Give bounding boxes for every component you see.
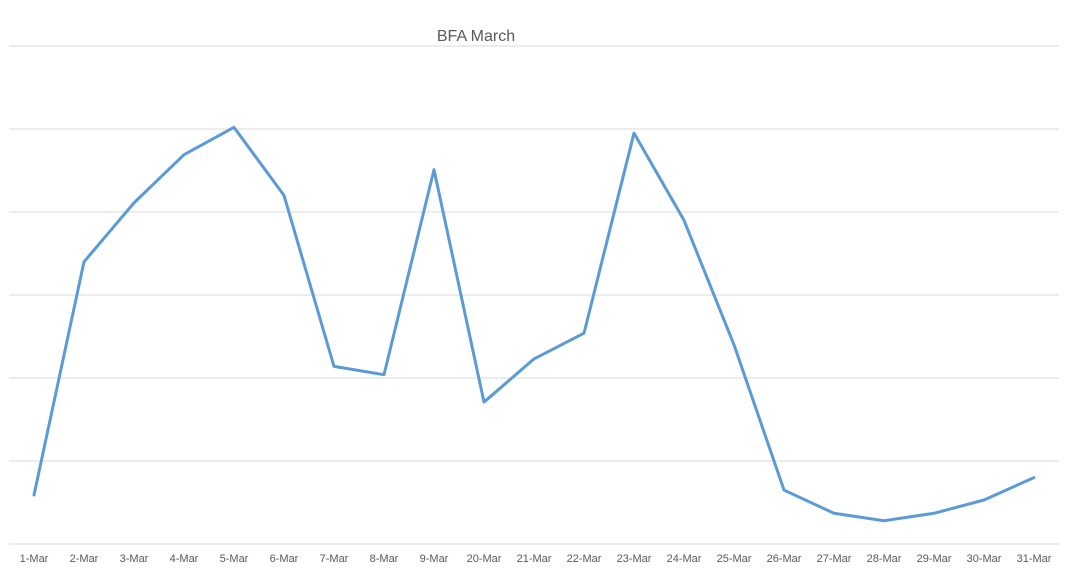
chart-title: BFA March: [437, 28, 515, 45]
x-tick-label: 7-Mar: [320, 553, 349, 565]
x-tick-label: 30-Mar: [967, 553, 1002, 565]
x-tick-label: 21-Mar: [517, 553, 552, 565]
x-tick-label: 29-Mar: [917, 553, 952, 565]
x-tick-label: 20-Mar: [467, 553, 502, 565]
x-tick-label: 3-Mar: [120, 553, 149, 565]
x-tick-label: 26-Mar: [767, 553, 802, 565]
x-tick-label: 9-Mar: [420, 553, 449, 565]
x-tick-label: 5-Mar: [220, 553, 249, 565]
x-tick-label: 23-Mar: [617, 553, 652, 565]
x-tick-label: 1-Mar: [20, 553, 49, 565]
x-tick-label: 24-Mar: [667, 553, 702, 565]
x-tick-label: 6-Mar: [270, 553, 299, 565]
x-tick-label: 4-Mar: [170, 553, 199, 565]
x-tick-label: 27-Mar: [817, 553, 852, 565]
x-tick-label: 31-Mar: [1017, 553, 1052, 565]
x-tick-label: 22-Mar: [567, 553, 602, 565]
x-tick-label: 8-Mar: [370, 553, 399, 565]
x-tick-label: 25-Mar: [717, 553, 752, 565]
data-line: [32, 125, 1036, 523]
x-tick-label: 2-Mar: [70, 553, 99, 565]
x-tick-label: 28-Mar: [867, 553, 902, 565]
